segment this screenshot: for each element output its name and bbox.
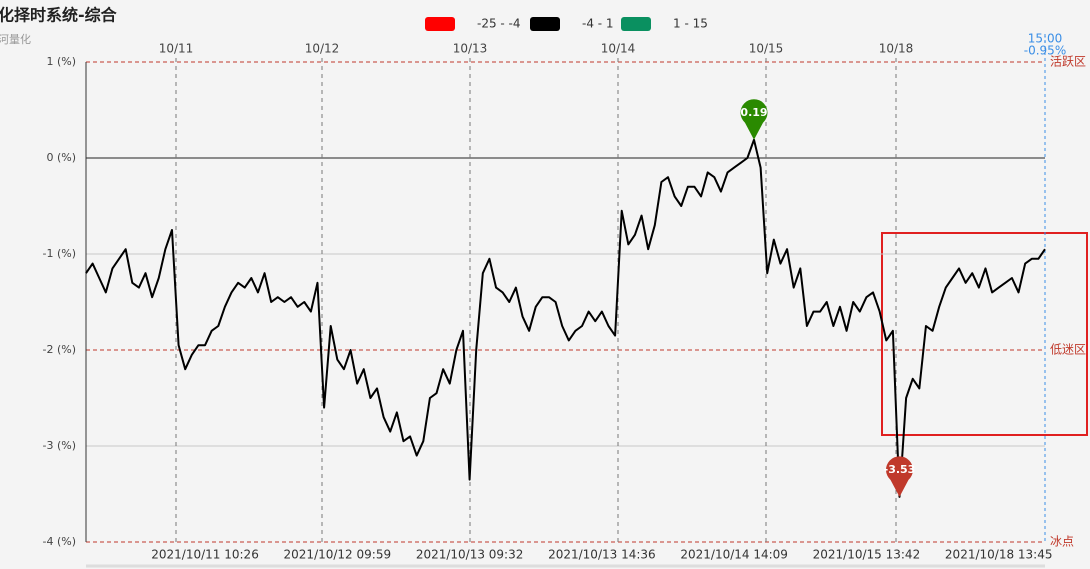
day-label: 10/15 xyxy=(749,42,784,56)
zone-label: 低迷区 xyxy=(1050,343,1086,357)
x-tick-label: 2021/10/11 10:26 xyxy=(151,548,259,562)
y-tick-label: 0 (%) xyxy=(46,151,76,164)
pin-label: -3.53 xyxy=(884,463,916,476)
x-tick-label: 2021/10/13 09:32 xyxy=(416,548,524,562)
legend-label: 1 - 15 xyxy=(673,17,708,31)
chart-subtitle: 河量化 xyxy=(0,32,31,46)
day-label: 10/11 xyxy=(159,42,194,56)
x-tick-label: 2021/10/12 09:59 xyxy=(284,548,392,562)
legend-swatch xyxy=(621,17,651,31)
legend-label: -4 - 1 xyxy=(582,17,614,31)
highlight-box xyxy=(881,232,1088,436)
x-tick-label: 2021/10/14 14:09 xyxy=(680,548,788,562)
zone-label: 冰点 xyxy=(1050,535,1074,549)
y-tick-label: -1 (%) xyxy=(43,247,77,260)
pin-marker xyxy=(740,99,768,140)
y-tick-label: -4 (%) xyxy=(43,535,77,548)
legend-swatch xyxy=(530,17,560,31)
data-line xyxy=(85,138,1046,498)
day-label: 10/12 xyxy=(305,42,340,56)
x-tick-label: 2021/10/15 13:42 xyxy=(813,548,921,562)
legend-swatch xyxy=(425,17,455,31)
chart-title: 化择时系统-综合 xyxy=(0,6,118,25)
y-tick-label: -3 (%) xyxy=(43,439,77,452)
end-time: 15:00 xyxy=(1028,32,1063,46)
end-value-label: -0.95% xyxy=(1024,44,1066,58)
y-tick-label: -2 (%) xyxy=(43,343,77,356)
pin-label: 0.19 xyxy=(740,106,767,119)
day-label: 10/18 xyxy=(879,42,914,56)
x-tick-label: 2021/10/18 13:45 xyxy=(945,548,1053,562)
y-tick-label: 1 (%) xyxy=(46,55,76,68)
day-label: 10/13 xyxy=(453,42,488,56)
day-label: 10/14 xyxy=(601,42,636,56)
legend-label: -25 - -4 xyxy=(477,17,521,31)
pin-marker xyxy=(885,456,913,497)
x-tick-label: 2021/10/13 14:36 xyxy=(548,548,656,562)
zone-label: 活跃区 xyxy=(1050,55,1086,69)
